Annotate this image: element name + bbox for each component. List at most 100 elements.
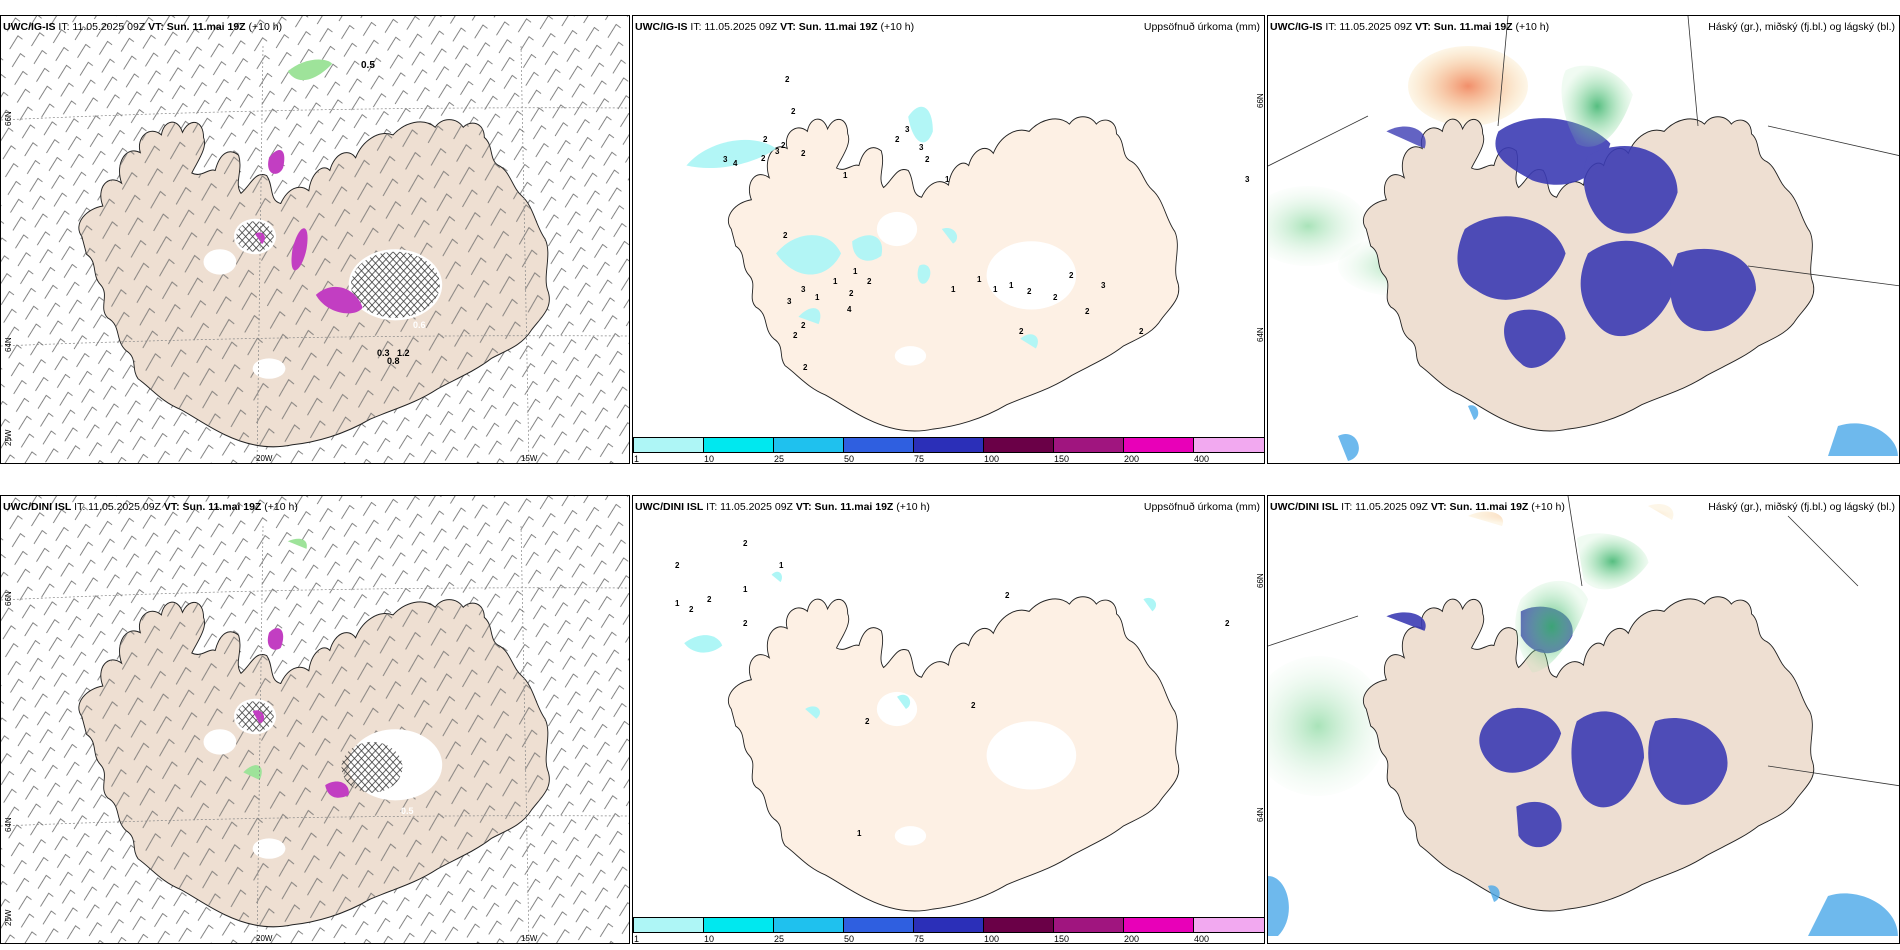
colorbar-tick: 150 xyxy=(1054,454,1070,464)
lat-label: 64N xyxy=(1256,327,1265,342)
lat-label: 66N xyxy=(4,591,13,606)
colorbar-swatch xyxy=(633,437,704,453)
precip-value: 2 xyxy=(785,75,790,84)
colorbar-tick: 75 xyxy=(914,454,925,464)
panel-header: UWC/IG-IS IT: 11.05.2025 09Z VT: Sun. 11… xyxy=(3,21,283,33)
precip-value: 2 xyxy=(925,155,930,164)
colorbar-tick: 1 xyxy=(634,454,640,464)
colorbar-tick: 400 xyxy=(1194,454,1210,464)
precip-value: 2 xyxy=(1085,307,1090,316)
precip-value: 2 xyxy=(791,107,796,116)
lon-label: 20W xyxy=(256,934,273,943)
precip-value: 3 xyxy=(775,147,780,156)
precip-value: 1 xyxy=(779,561,784,570)
precip-value: 2 xyxy=(971,701,976,710)
precip-value: 2 xyxy=(689,605,694,614)
colorbar-swatch xyxy=(1123,437,1194,453)
panel-header: UWC/DINI ISL IT: 11.05.2025 09Z VT: Sun.… xyxy=(3,501,298,513)
wind-map[interactable]: 0.5 66N 64N 20W 15W 25W xyxy=(1,496,630,944)
cloud-map[interactable] xyxy=(1268,16,1900,464)
colorbar-tick: 200 xyxy=(1124,454,1140,464)
precip-value: 2 xyxy=(1005,591,1010,600)
precip-value: 2 xyxy=(675,561,680,570)
precip-value: 1 xyxy=(951,285,956,294)
cloud-map[interactable] xyxy=(1268,496,1900,944)
panel-dini-cloud: UWC/DINI ISL IT: 11.05.2025 09Z VT: Sun.… xyxy=(1267,495,1900,944)
precip-value: 4 xyxy=(733,159,738,168)
colorbar-tick: 50 xyxy=(844,934,855,944)
precip-value: 2 xyxy=(895,135,900,144)
colorbar-swatch xyxy=(843,437,914,453)
precip-value: 2 xyxy=(1053,293,1058,302)
panel-dini-precip: UWC/DINI ISL IT: 11.05.2025 09Z VT: Sun.… xyxy=(632,495,1265,944)
wind-value: 0.5 xyxy=(401,806,414,816)
colorbar-swatch xyxy=(773,917,844,933)
panel-title: Háský (gr.), miðský (fj.bl.) og lágský (… xyxy=(1708,21,1895,33)
colorbar-tick: 100 xyxy=(984,454,1000,464)
colorbar-swatch xyxy=(773,437,844,453)
panel-ig-precip: UWC/IG-IS IT: 11.05.2025 09Z VT: Sun. 11… xyxy=(632,15,1265,464)
colorbar-swatch xyxy=(1053,437,1124,453)
precip-value: 1 xyxy=(675,599,680,608)
colorbar-tick: 150 xyxy=(1054,934,1070,944)
panel-title: Uppsöfnuð úrkoma (mm) xyxy=(1143,501,1260,513)
precip-value: 2 xyxy=(1027,287,1032,296)
colorbar-tick: 10 xyxy=(704,934,715,944)
wind-map[interactable]: 0.5 0.3 0.8 1.2 0.6 66N 64N 20W 15W 25W xyxy=(1,16,630,464)
precip-value: 2 xyxy=(803,363,808,372)
panel-title: Uppsöfnuð úrkoma (mm) xyxy=(1143,21,1260,33)
lon-label: 25W xyxy=(4,429,13,446)
precip-value: 1 xyxy=(833,277,838,286)
lat-label: 66N xyxy=(1256,93,1265,108)
precip-value: 3 xyxy=(801,285,806,294)
colorbar-swatch xyxy=(703,437,774,453)
precip-value: 1 xyxy=(853,267,858,276)
colorbar-swatch xyxy=(1193,437,1264,453)
lon-label: 25W xyxy=(4,909,13,926)
lat-label: 66N xyxy=(4,111,13,126)
precip-value: 1 xyxy=(743,585,748,594)
panel-header: UWC/DINI ISL IT: 11.05.2025 09Z VT: Sun.… xyxy=(635,501,930,513)
precip-value: 2 xyxy=(707,595,712,604)
precip-value: 3 xyxy=(723,155,728,164)
panel-header: UWC/DINI ISL IT: 11.05.2025 09Z VT: Sun.… xyxy=(1270,501,1565,513)
precip-value: 3 xyxy=(1101,281,1106,290)
precip-map[interactable]: 2 1 2 2 2 1 2 1 2 2 2 1 2 66N 64N xyxy=(633,496,1265,944)
precip-value: 2 xyxy=(801,321,806,330)
precip-value: 3 xyxy=(905,125,910,134)
colorbar: 1 10 25 50 75 100 150 200 400 xyxy=(633,917,1264,943)
colorbar-swatch xyxy=(913,917,984,933)
panel-title: Háský (gr.), miðský (fj.bl.) og lágský (… xyxy=(1708,501,1895,513)
precip-value: 2 xyxy=(1139,327,1144,336)
precip-value: 2 xyxy=(1019,327,1024,336)
panel-dini-wind: UWC/DINI ISL IT: 11.05.2025 09Z VT: Sun.… xyxy=(0,495,630,944)
colorbar-swatch xyxy=(843,917,914,933)
precip-value: 2 xyxy=(743,539,748,548)
panel-header: UWC/IG-IS IT: 11.05.2025 09Z VT: Sun. 11… xyxy=(1270,21,1550,33)
precip-value: 3 xyxy=(919,143,924,152)
precip-value: 3 xyxy=(787,297,792,306)
colorbar-swatch xyxy=(1193,917,1264,933)
precip-value: 2 xyxy=(849,289,854,298)
colorbar-swatch xyxy=(983,917,1054,933)
precip-value: 1 xyxy=(857,829,862,838)
colorbar-swatch xyxy=(1123,917,1194,933)
precip-value: 1 xyxy=(977,275,982,284)
precip-value: 1 xyxy=(993,285,998,294)
lon-label: 15W xyxy=(521,934,538,943)
lon-label: 15W xyxy=(521,454,538,463)
precip-map[interactable]: 2 2 2 2 3 4 2 3 2 1 2 3 3 2 1 2 1 1 2 2 … xyxy=(633,16,1265,464)
precip-value: 2 xyxy=(743,619,748,628)
panel-ig-cloud: UWC/IG-IS IT: 11.05.2025 09Z VT: Sun. 11… xyxy=(1267,15,1900,464)
precip-value: 2 xyxy=(783,231,788,240)
colorbar: 1 10 25 50 75 100 150 200 400 xyxy=(633,437,1264,463)
precip-value: 1 xyxy=(1009,281,1014,290)
precip-value: 2 xyxy=(781,141,786,150)
lon-label: 20W xyxy=(256,454,273,463)
precip-value: 2 xyxy=(763,135,768,144)
wind-value: 0.3 xyxy=(377,348,390,358)
wind-value: 0.8 xyxy=(387,356,400,366)
precip-value: 1 xyxy=(815,293,820,302)
colorbar-tick: 25 xyxy=(774,934,785,944)
colorbar-swatch xyxy=(913,437,984,453)
